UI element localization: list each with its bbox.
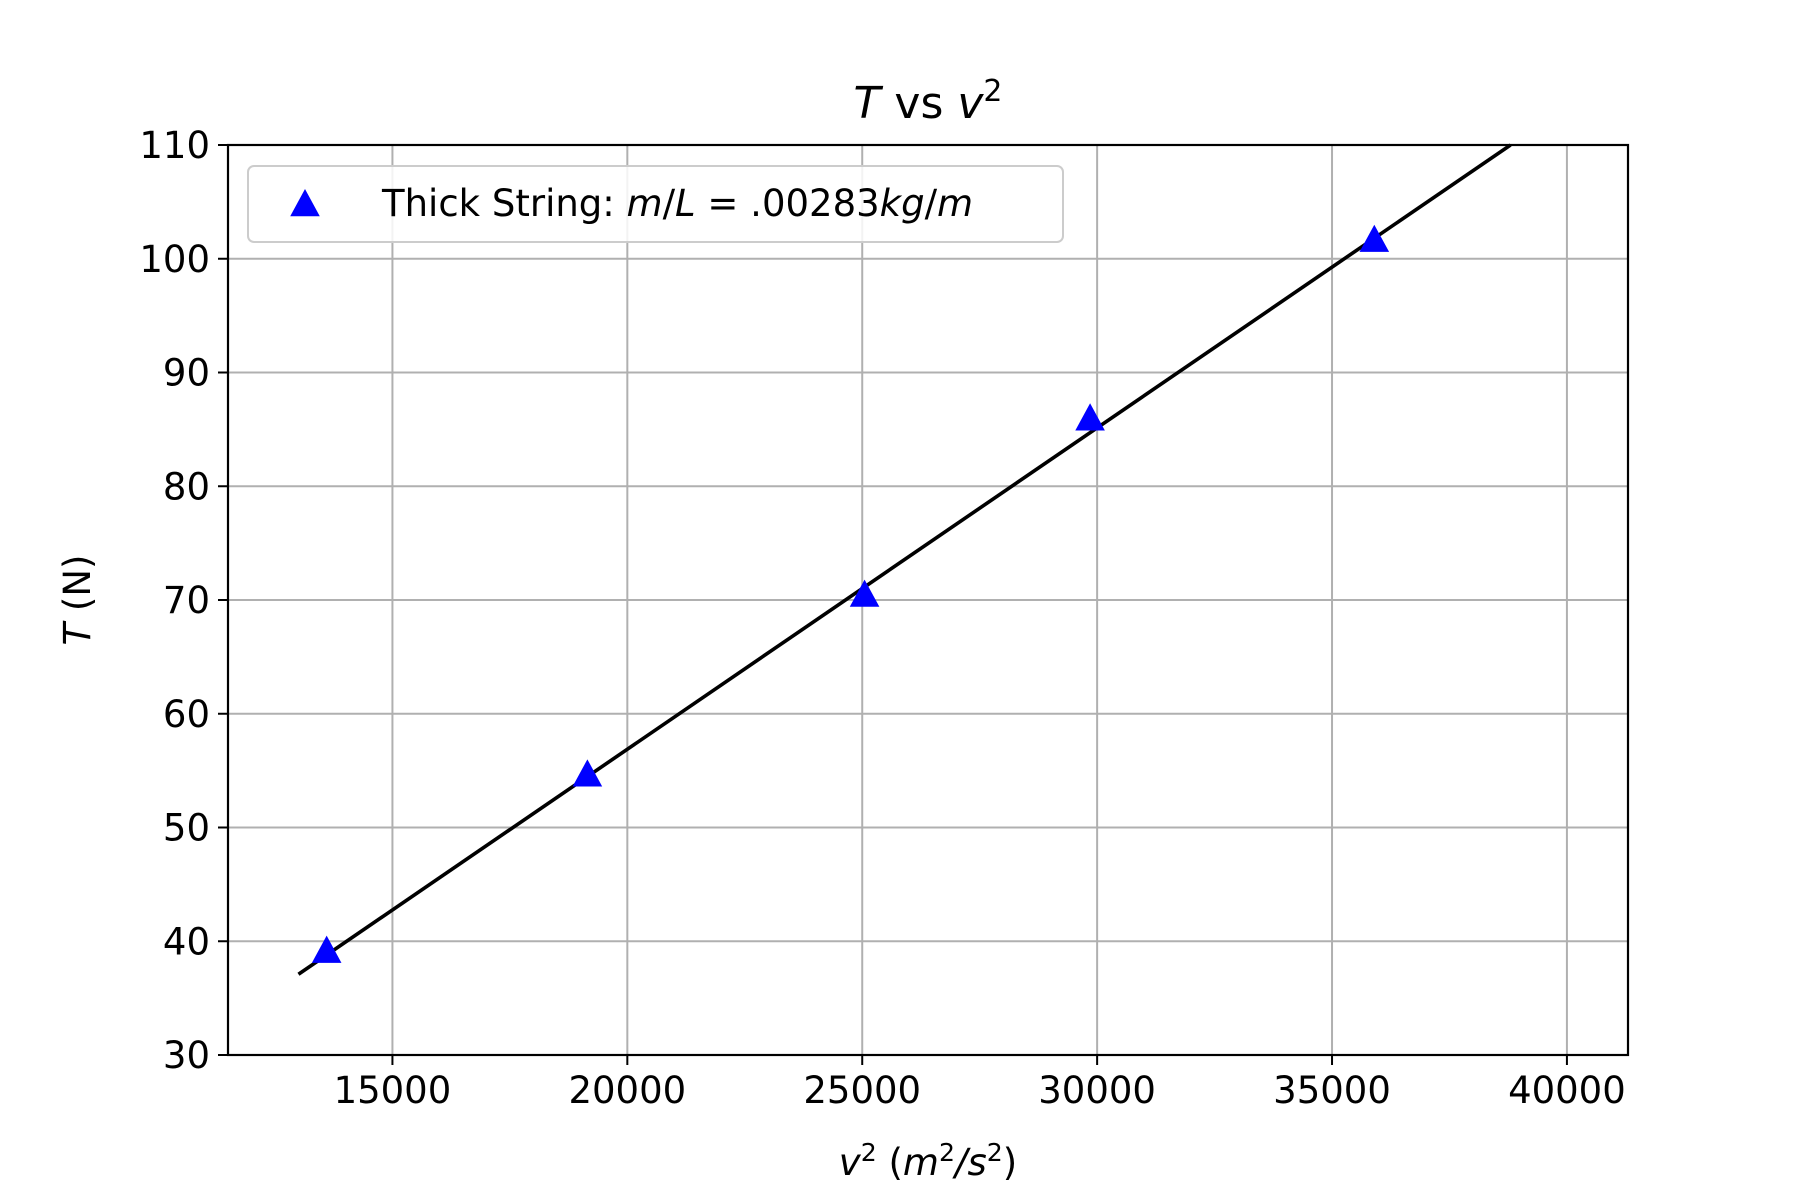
data-point (1359, 224, 1390, 252)
y-tick-label: 50 (163, 807, 210, 850)
data-point (311, 935, 342, 963)
legend-frame (247, 165, 1064, 243)
y-tick-label: 40 (163, 920, 210, 963)
legend-marker (290, 189, 320, 217)
y-tick-label: 90 (163, 352, 210, 395)
data-point (1075, 403, 1105, 431)
y-axis-label: T (N) (56, 555, 99, 646)
data-point (572, 759, 603, 787)
legend: Thick String: m/L = .00283kg/m (247, 165, 1064, 243)
x-axis-label: v2 (m2/s2) (839, 1138, 1017, 1185)
fit-line-group (297, 143, 1512, 976)
x-tick-label: 20000 (568, 1069, 686, 1112)
x-tick-label: 35000 (1273, 1069, 1391, 1112)
legend-label: Thick String: m/L = .00283kg/m (381, 182, 973, 225)
y-tick-label: 70 (163, 579, 210, 622)
y-tick-label: 80 (163, 465, 210, 508)
fit-line (297, 143, 1512, 976)
y-tick-label: 60 (163, 693, 210, 736)
axis-ticks: 15000 20000 25000 30000 35000 40000 30 40 50 60 70… (139, 124, 1625, 1112)
x-tick-label: 40000 (1508, 1069, 1626, 1112)
data-points (311, 224, 1390, 963)
x-tick-label: 30000 (1038, 1069, 1156, 1112)
x-tick-label: 15000 (334, 1069, 452, 1112)
y-tick-label: 110 (139, 124, 210, 167)
chart-title: T vs v2 (854, 74, 1003, 130)
data-point (849, 579, 880, 607)
y-tick-label: 100 (139, 238, 210, 281)
x-tick-label: 25000 (803, 1069, 921, 1112)
y-tick-label: 30 (163, 1034, 210, 1077)
